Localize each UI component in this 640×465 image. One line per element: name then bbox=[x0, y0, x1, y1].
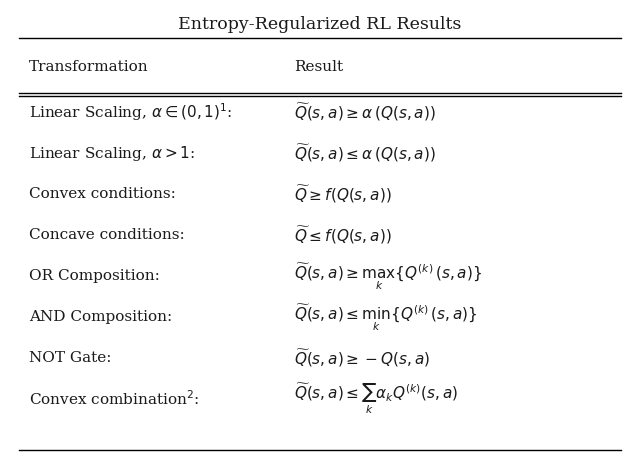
Text: Linear Scaling, $\alpha \in (0,1)^1$:: Linear Scaling, $\alpha \in (0,1)^1$: bbox=[29, 102, 239, 123]
Text: $\widetilde{Q}(s,a) \leq \sum_k \alpha_k Q^{(k)}(s,a)$: $\widetilde{Q}(s,a) \leq \sum_k \alpha_k… bbox=[294, 381, 458, 417]
Text: AND Composition:: AND Composition: bbox=[29, 310, 172, 324]
Text: Convex conditions:: Convex conditions: bbox=[29, 187, 175, 201]
Text: NOT Gate:: NOT Gate: bbox=[29, 351, 111, 365]
Text: Concave conditions:: Concave conditions: bbox=[29, 228, 184, 242]
Text: $\widetilde{Q}(s,a) \geq -Q(s,a)$: $\widetilde{Q}(s,a) \geq -Q(s,a)$ bbox=[294, 347, 431, 369]
Text: $\widetilde{Q}(s,a) \geq \max_k\{Q^{(k)}(s,a)\}$: $\widetilde{Q}(s,a) \geq \max_k\{Q^{(k)}… bbox=[294, 261, 483, 292]
Text: $\widetilde{Q}(s,a) \leq \alpha\,(Q(s,a))$: $\widetilde{Q}(s,a) \leq \alpha\,(Q(s,a)… bbox=[294, 143, 436, 164]
Text: $\widetilde{Q}(s,a) \leq \min_k\{Q^{(k)}(s,a)\}$: $\widetilde{Q}(s,a) \leq \min_k\{Q^{(k)}… bbox=[294, 302, 478, 332]
Text: $\widetilde{Q} \leq f(Q(s,a))$: $\widetilde{Q} \leq f(Q(s,a))$ bbox=[294, 225, 392, 246]
Text: $\widetilde{Q} \geq f(Q(s,a))$: $\widetilde{Q} \geq f(Q(s,a))$ bbox=[294, 184, 392, 205]
Text: OR Composition:: OR Composition: bbox=[29, 269, 159, 283]
Text: $\widetilde{Q}(s,a) \geq \alpha\,(Q(s,a))$: $\widetilde{Q}(s,a) \geq \alpha\,(Q(s,a)… bbox=[294, 102, 436, 123]
Text: Result: Result bbox=[294, 60, 344, 74]
Text: Entropy-Regularized RL Results: Entropy-Regularized RL Results bbox=[179, 16, 461, 33]
Text: Transformation: Transformation bbox=[29, 60, 148, 74]
Text: Convex combination$^2$:: Convex combination$^2$: bbox=[29, 390, 199, 408]
Text: Linear Scaling, $\alpha > 1$:: Linear Scaling, $\alpha > 1$: bbox=[29, 144, 202, 163]
